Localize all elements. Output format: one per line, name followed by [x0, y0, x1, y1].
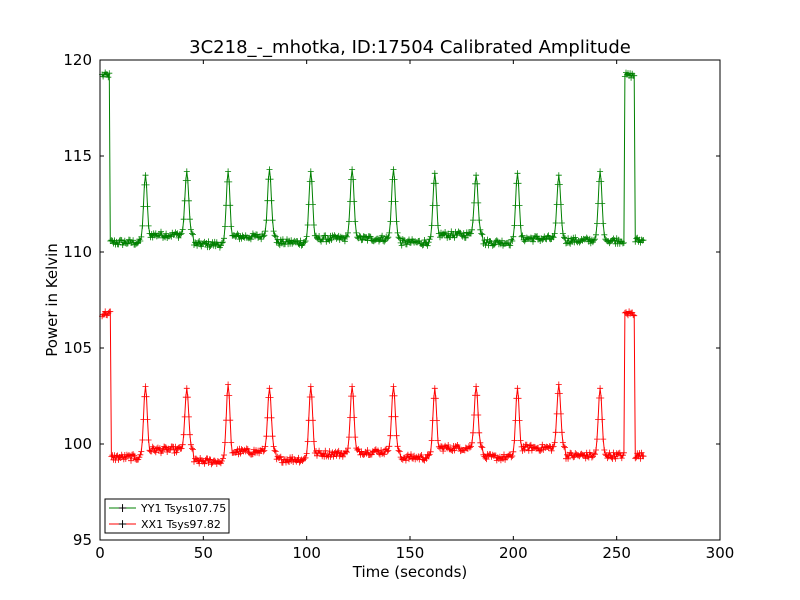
axis-ticks: 0 50 100 150 200 250 300 95 100 105 110 115 120	[63, 51, 734, 562]
series-xx1	[99, 308, 647, 468]
y-tick-label: 95	[73, 531, 92, 549]
legend-label-xx1: XX1 Tsys97.82	[141, 518, 221, 531]
y-tick-label: 100	[63, 435, 92, 453]
legend: + YY1 Tsys107.75 + XX1 Tsys97.82	[104, 498, 230, 534]
x-tick-label: 50	[194, 544, 213, 562]
legend-label-yy1: YY1 Tsys107.75	[140, 502, 226, 515]
plot-frame	[99, 59, 721, 541]
y-tick-label: 110	[63, 243, 92, 261]
series-markers	[99, 69, 647, 251]
x-tick-label: 200	[499, 544, 528, 562]
x-tick-label: 100	[292, 544, 321, 562]
x-tick-label: 0	[95, 544, 105, 562]
legend-box	[104, 498, 230, 534]
series-markers	[99, 308, 647, 468]
x-tick-label: 250	[602, 544, 631, 562]
y-tick-label: 115	[63, 147, 92, 165]
legend-marker-xx1: +	[117, 517, 127, 531]
legend-marker-yy1: +	[117, 501, 127, 515]
y-tick-label: 120	[63, 51, 92, 69]
x-axis-label: Time (seconds)	[352, 563, 468, 581]
x-tick-label: 150	[396, 544, 425, 562]
series-yy1	[99, 69, 647, 251]
x-tick-label: 300	[706, 544, 735, 562]
y-axis-label: Power in Kelvin	[43, 243, 61, 357]
chart-title: 3C218_-_mhotka, ID:17504 Calibrated Ampl…	[189, 37, 631, 58]
y-tick-label: 105	[63, 339, 92, 357]
series-layer	[99, 69, 647, 468]
